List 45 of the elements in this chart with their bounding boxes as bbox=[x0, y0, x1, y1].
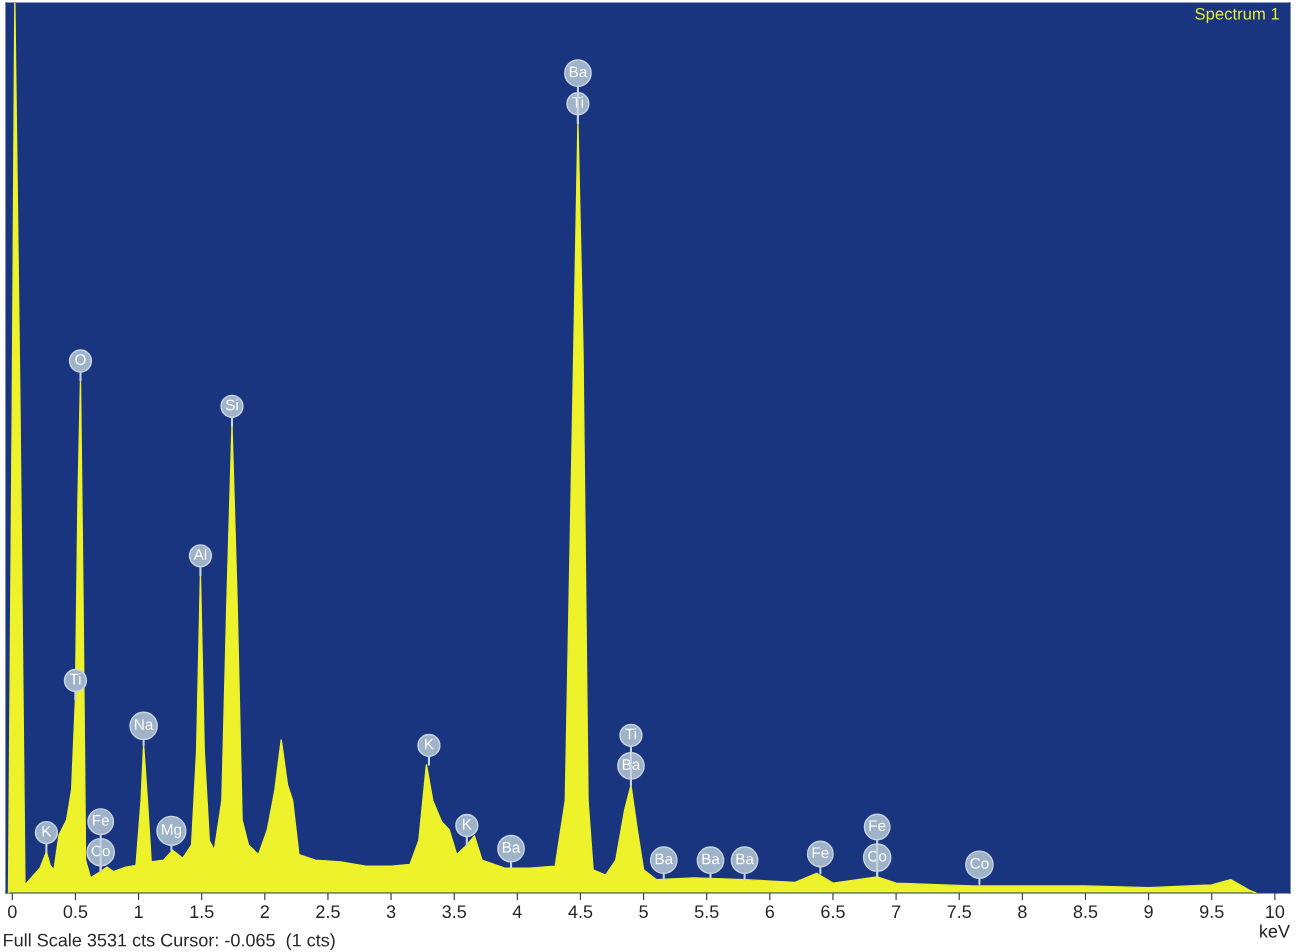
x-tick-label: 8 bbox=[1018, 905, 1027, 919]
annotation: Ba bbox=[736, 853, 754, 865]
x-tick-label: 3 bbox=[386, 905, 396, 919]
annotation: Ti bbox=[625, 728, 636, 740]
annotation: Fe bbox=[93, 815, 109, 826]
x-tick-label: 6.5 bbox=[821, 905, 845, 919]
annotation: Si bbox=[225, 399, 238, 411]
x-tick-label: 1 bbox=[134, 905, 143, 918]
annotation: Ba bbox=[502, 842, 521, 853]
annotation: O bbox=[75, 354, 86, 366]
x-tick-label: 2 bbox=[260, 905, 269, 918]
x-tick-label: 4 bbox=[512, 905, 522, 918]
annotation: Ba bbox=[569, 66, 588, 78]
x-tick-label: 7 bbox=[891, 905, 901, 918]
annotation: Al bbox=[193, 548, 207, 560]
annotation: Fe bbox=[812, 847, 829, 859]
x-tick-label: 4.5 bbox=[568, 905, 593, 919]
text: Full Scale 3531 cts Cursor: -0.065 (1 cts) bbox=[4, 933, 335, 951]
annotation: K bbox=[42, 826, 52, 837]
annotation: Mg bbox=[162, 824, 182, 838]
annotation: Ti bbox=[69, 673, 81, 685]
annotation: Na bbox=[135, 719, 154, 730]
x-tick-label: 9.5 bbox=[1200, 905, 1224, 919]
annotation: Spectrum 1 bbox=[1195, 7, 1279, 23]
x-tick-label: 2.5 bbox=[316, 905, 340, 919]
annotation: K bbox=[462, 818, 472, 830]
annotation: Ba bbox=[655, 853, 674, 865]
x-tick-label: 5.5 bbox=[694, 905, 719, 919]
x-tick-label: 0.5 bbox=[63, 905, 88, 919]
x-tick-label: 9 bbox=[1144, 905, 1153, 919]
annotation: K bbox=[425, 738, 434, 750]
annotation: Fe bbox=[869, 820, 886, 832]
x-tick-label: 1.5 bbox=[190, 905, 214, 919]
x-tick-label: 6 bbox=[765, 905, 775, 919]
annotation: Ba bbox=[702, 853, 720, 865]
x-tick-label: 5 bbox=[639, 905, 648, 919]
annotation: Co bbox=[970, 857, 989, 869]
x-tick-label: 3.5 bbox=[442, 905, 466, 919]
x-tick-label: 0 bbox=[8, 905, 17, 919]
x-tick-label: 8.5 bbox=[1073, 905, 1098, 919]
x-axis-title: keV bbox=[1260, 924, 1290, 938]
x-tick-label: 10 bbox=[1266, 905, 1285, 919]
annotation: Ba bbox=[622, 759, 641, 770]
x-tick-label: 7.5 bbox=[947, 905, 972, 919]
annotation: Co bbox=[868, 850, 887, 862]
